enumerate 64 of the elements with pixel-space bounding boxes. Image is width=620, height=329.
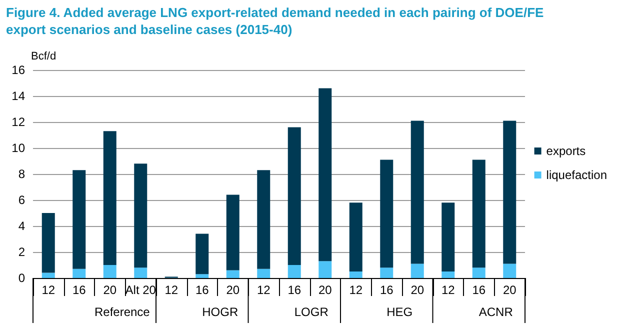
x-tick-label: 20 — [318, 283, 332, 297]
bar — [442, 272, 455, 278]
text: HOGR — [202, 305, 238, 319]
y-tick-label: 8 — [18, 167, 26, 181]
bar — [103, 131, 116, 265]
bar — [134, 164, 148, 268]
text: Reference — [94, 305, 150, 319]
bar — [288, 127, 301, 265]
x-tick-label: 16 — [195, 283, 210, 297]
chart-title: Figure 4. Added average LNG export-related demand needed in each pairing of DOE/FE export scenarios and baseline cases (2015-40) — [6, 4, 545, 38]
bar — [380, 160, 394, 268]
y-tick-label: 16 — [12, 63, 26, 77]
bar — [442, 202, 455, 272]
bar — [42, 272, 55, 278]
bar — [257, 170, 270, 269]
bar — [226, 194, 240, 270]
bar — [134, 268, 148, 278]
y-tick-label: 12 — [12, 115, 26, 129]
x-tick-label: 20 — [226, 283, 240, 297]
x-tick-label: 12 — [349, 283, 363, 297]
x-tick-label: 16 — [72, 283, 86, 297]
y-tick-label: 10 — [12, 141, 26, 155]
y-tick-label: 0 — [18, 271, 26, 285]
x-tick-label: 20 — [103, 283, 117, 297]
bar — [318, 88, 332, 262]
bar — [288, 265, 301, 278]
bar — [503, 120, 516, 264]
bar — [42, 213, 55, 273]
bar — [410, 120, 424, 264]
x-tick-label: 12 — [164, 283, 178, 297]
legend-label: liquefaction — [546, 168, 608, 182]
y-tick-label: 2 — [18, 245, 26, 259]
bar — [318, 261, 332, 278]
text: HEG — [386, 305, 413, 319]
bar — [472, 160, 486, 268]
bar — [380, 268, 394, 278]
bar — [196, 274, 209, 278]
x-tick-label: 12 — [42, 283, 56, 297]
x-tick-label: 16 — [380, 283, 394, 297]
bar — [472, 268, 486, 278]
x-tick-label: 16 — [288, 283, 302, 297]
y-axis-title: Bcf/d — [31, 50, 56, 62]
legend-label: exports — [546, 144, 586, 158]
bar — [72, 268, 86, 278]
bar — [72, 170, 86, 269]
x-tick-label: Alt 20 — [125, 283, 156, 297]
bar — [257, 268, 270, 278]
bar — [349, 272, 362, 278]
bar — [503, 264, 516, 278]
x-tick-label: 16 — [472, 283, 486, 297]
y-tick-label: 14 — [12, 89, 26, 103]
bar — [349, 202, 362, 272]
x-tick-label: 12 — [256, 283, 271, 297]
x-tick-label: 20 — [502, 283, 517, 297]
bar — [226, 270, 240, 278]
bar — [410, 264, 424, 278]
y-tick-label: 6 — [18, 193, 26, 207]
text: LOGR — [294, 305, 329, 319]
y-tick-label: 4 — [18, 219, 26, 233]
x-tick-label: 20 — [410, 283, 424, 297]
x-tick-label: 12 — [441, 283, 456, 297]
bar — [103, 265, 116, 278]
text: ACNR — [478, 305, 514, 319]
bar — [196, 234, 209, 274]
